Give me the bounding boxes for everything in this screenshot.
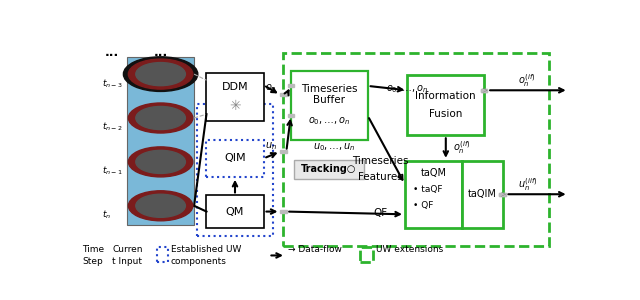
Text: $o_n$: $o_n$: [265, 82, 277, 94]
Text: QF: QF: [373, 208, 387, 218]
Text: $u_n^{(iif)}$: $u_n^{(iif)}$: [518, 177, 538, 194]
Text: ✳: ✳: [229, 99, 241, 113]
Text: t Input: t Input: [112, 257, 142, 266]
Text: $t_{n-1}$: $t_{n-1}$: [102, 165, 123, 177]
Text: $t_{n-3}$: $t_{n-3}$: [102, 77, 123, 90]
Text: Curren: Curren: [112, 245, 143, 254]
Text: $o_0, \ldots, o_n$: $o_0, \ldots, o_n$: [386, 83, 428, 95]
Text: Timeseries: Timeseries: [301, 84, 358, 94]
Text: 70: 70: [156, 113, 166, 122]
FancyBboxPatch shape: [291, 70, 367, 140]
Text: Information: Information: [415, 91, 476, 101]
Circle shape: [124, 57, 198, 92]
Bar: [287, 114, 294, 117]
Bar: [481, 89, 488, 92]
Circle shape: [129, 103, 193, 133]
Text: 70: 70: [156, 70, 166, 79]
Text: $o_n^{(if)}$: $o_n^{(if)}$: [453, 140, 470, 156]
Text: QIM: QIM: [224, 153, 246, 164]
FancyBboxPatch shape: [207, 140, 264, 177]
Text: $u_n$: $u_n$: [265, 140, 277, 152]
Text: taQIM: taQIM: [468, 189, 497, 199]
Text: Established UW: Established UW: [171, 245, 241, 254]
Text: components: components: [171, 257, 227, 266]
Text: Tracking○: Tracking○: [301, 164, 356, 174]
Text: UW extensions: UW extensions: [376, 245, 444, 254]
Text: • taQF: • taQF: [413, 185, 443, 194]
FancyBboxPatch shape: [207, 195, 264, 228]
FancyBboxPatch shape: [294, 160, 364, 179]
Circle shape: [129, 191, 193, 221]
Text: 70: 70: [156, 158, 166, 166]
FancyBboxPatch shape: [408, 75, 484, 135]
Bar: [280, 210, 287, 213]
Text: ...: ...: [154, 46, 168, 59]
Text: $o_0, \ldots, o_n$: $o_0, \ldots, o_n$: [308, 115, 350, 127]
FancyBboxPatch shape: [207, 73, 264, 122]
FancyBboxPatch shape: [405, 161, 462, 228]
Text: $o_n^{(if)}$: $o_n^{(if)}$: [518, 73, 536, 89]
Bar: [280, 150, 287, 153]
Bar: [499, 193, 506, 196]
Circle shape: [136, 150, 186, 173]
Text: ...: ...: [105, 46, 120, 59]
Circle shape: [129, 147, 193, 177]
Text: QM: QM: [226, 207, 244, 217]
Text: • QF: • QF: [413, 201, 434, 210]
Text: Timeseries: Timeseries: [352, 156, 408, 166]
Circle shape: [136, 194, 186, 217]
Text: $t_n$: $t_n$: [102, 209, 111, 221]
Text: Fusion: Fusion: [429, 109, 463, 119]
Bar: [499, 193, 506, 196]
Text: Buffer: Buffer: [313, 95, 345, 105]
FancyBboxPatch shape: [462, 161, 502, 228]
Text: Features: Features: [358, 172, 403, 182]
Text: → Data-flow: → Data-flow: [288, 245, 342, 254]
Bar: [287, 84, 294, 87]
Text: $t_{n-2}$: $t_{n-2}$: [102, 121, 123, 134]
Text: $u_0, \ldots, u_n$: $u_0, \ldots, u_n$: [313, 141, 356, 153]
Circle shape: [129, 59, 193, 89]
Text: taQM: taQM: [420, 168, 447, 178]
FancyBboxPatch shape: [127, 57, 194, 225]
Circle shape: [136, 63, 186, 86]
Text: 70: 70: [156, 201, 166, 210]
Text: DDM: DDM: [221, 82, 248, 92]
Circle shape: [136, 106, 186, 130]
Bar: [280, 93, 287, 96]
Text: Step: Step: [83, 257, 103, 266]
Bar: [481, 89, 488, 92]
Text: Time: Time: [83, 245, 104, 254]
